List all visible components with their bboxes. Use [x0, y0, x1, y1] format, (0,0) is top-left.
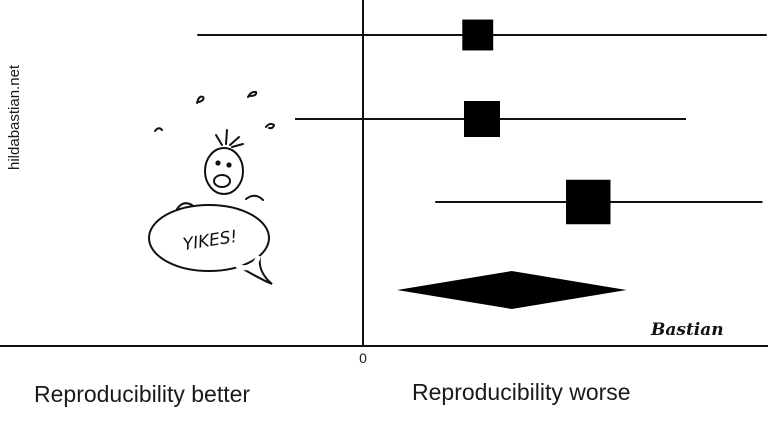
sweat-drops-icon [154, 90, 276, 132]
x-tick-zero: 0 [359, 350, 367, 366]
axis-label-better: Reproducibility better [34, 381, 251, 407]
plot-marks [197, 19, 767, 309]
artist-signature: Bastian [650, 320, 724, 340]
worried-bird-cartoon [148, 90, 276, 285]
effect-square-3 [566, 179, 611, 225]
axis-label-worse: Reproducibility worse [412, 379, 631, 405]
site-credit: hildabastian.net [6, 64, 23, 170]
speech-bubble [148, 204, 273, 285]
bird-head-icon [176, 129, 264, 212]
effect-square-2 [464, 101, 500, 137]
effect-square-1 [462, 19, 494, 51]
pooled-diamond [397, 271, 627, 309]
